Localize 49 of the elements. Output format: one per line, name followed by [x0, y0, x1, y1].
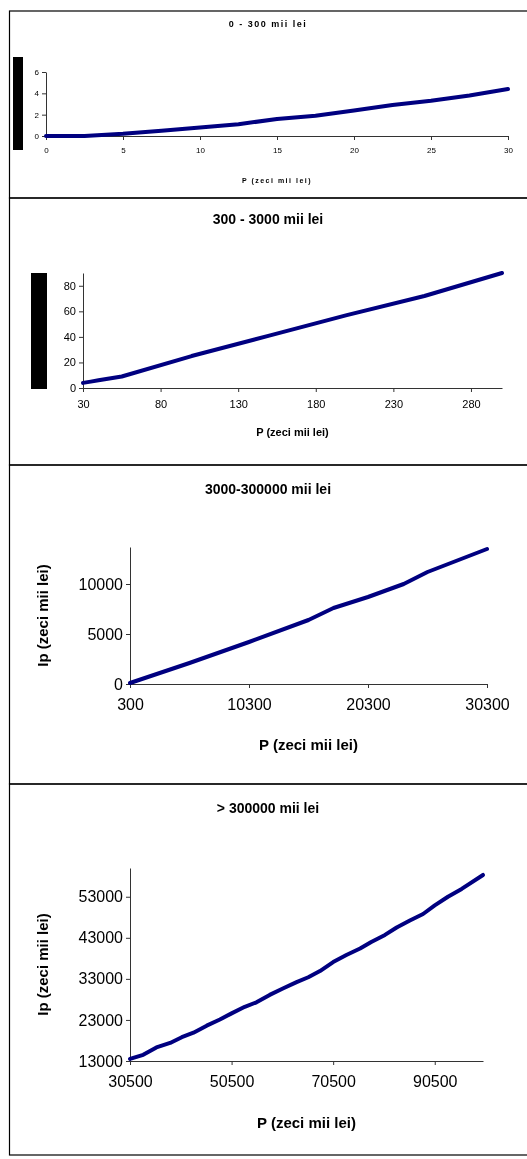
- x-tick-label: 0: [44, 145, 50, 155]
- y-tick-label: 60: [63, 305, 76, 318]
- y-tick-label: 43000: [78, 929, 124, 947]
- y-tick-label: 33000: [78, 970, 124, 988]
- x-tick-label: 130: [229, 398, 248, 411]
- x-tick-label: 180: [307, 398, 326, 411]
- chart-title: 3000-300000 mii lei: [204, 481, 332, 497]
- x-tick-label: 50500: [209, 1073, 255, 1091]
- x-axis-title: P (zeci mii lei): [256, 426, 330, 438]
- y-tick-label: 53000: [78, 888, 124, 906]
- y-axis-title: Ip (zeci mii lei): [34, 564, 51, 667]
- x-tick-label: 230: [384, 398, 404, 411]
- y-tick-label: 80: [63, 279, 76, 292]
- y-tick-label: 20: [63, 356, 76, 369]
- x-tick-label: 10: [196, 145, 206, 155]
- x-tick-label: 30: [504, 145, 514, 155]
- y-tick-label: 4: [34, 89, 40, 99]
- chart-title: 300 - 3000 mii lei: [212, 211, 324, 227]
- x-tick-label: 70500: [311, 1073, 357, 1091]
- x-tick-label: 280: [462, 398, 481, 411]
- y-tick-label: 40: [63, 330, 76, 343]
- chart-title: > 300000 mii lei: [216, 800, 320, 816]
- y-tick-label: 2: [34, 110, 40, 120]
- x-tick-label: 5: [121, 145, 127, 155]
- y-tick-label: 0: [69, 382, 76, 395]
- y-tick-label: 6: [34, 68, 40, 78]
- x-tick-label: 10300: [227, 696, 272, 714]
- y-tick-label: 0: [114, 675, 124, 693]
- y-tick-label: 0: [34, 132, 40, 142]
- x-tick-label: 20300: [346, 696, 391, 714]
- y-tick-label: 23000: [78, 1011, 124, 1029]
- x-tick-label: 30500: [108, 1073, 153, 1091]
- y-tick-label: 13000: [78, 1052, 124, 1070]
- x-tick-label: 15: [273, 145, 283, 155]
- x-tick-label: 20: [350, 145, 360, 155]
- line-series: [81, 271, 504, 385]
- y-tick-label: 10000: [78, 575, 124, 593]
- x-axis-title: P (zeci mii lei): [257, 1114, 356, 1131]
- x-axis-title: P (zeci mii lei): [259, 736, 358, 753]
- x-tick-label: 300: [117, 696, 144, 714]
- x-tick-label: 80: [154, 398, 168, 411]
- y-axis-title: Ip (zeci mii lei): [34, 913, 51, 1016]
- line-series: [128, 547, 489, 685]
- x-tick-label: 30300: [465, 696, 510, 714]
- y-tick-label: 5000: [87, 625, 124, 643]
- x-tick-label: 25: [427, 145, 437, 155]
- chart-title: 0 - 300 mii lei: [228, 19, 308, 29]
- x-tick-label: 90500: [413, 1073, 458, 1091]
- x-tick-label: 30: [77, 398, 90, 411]
